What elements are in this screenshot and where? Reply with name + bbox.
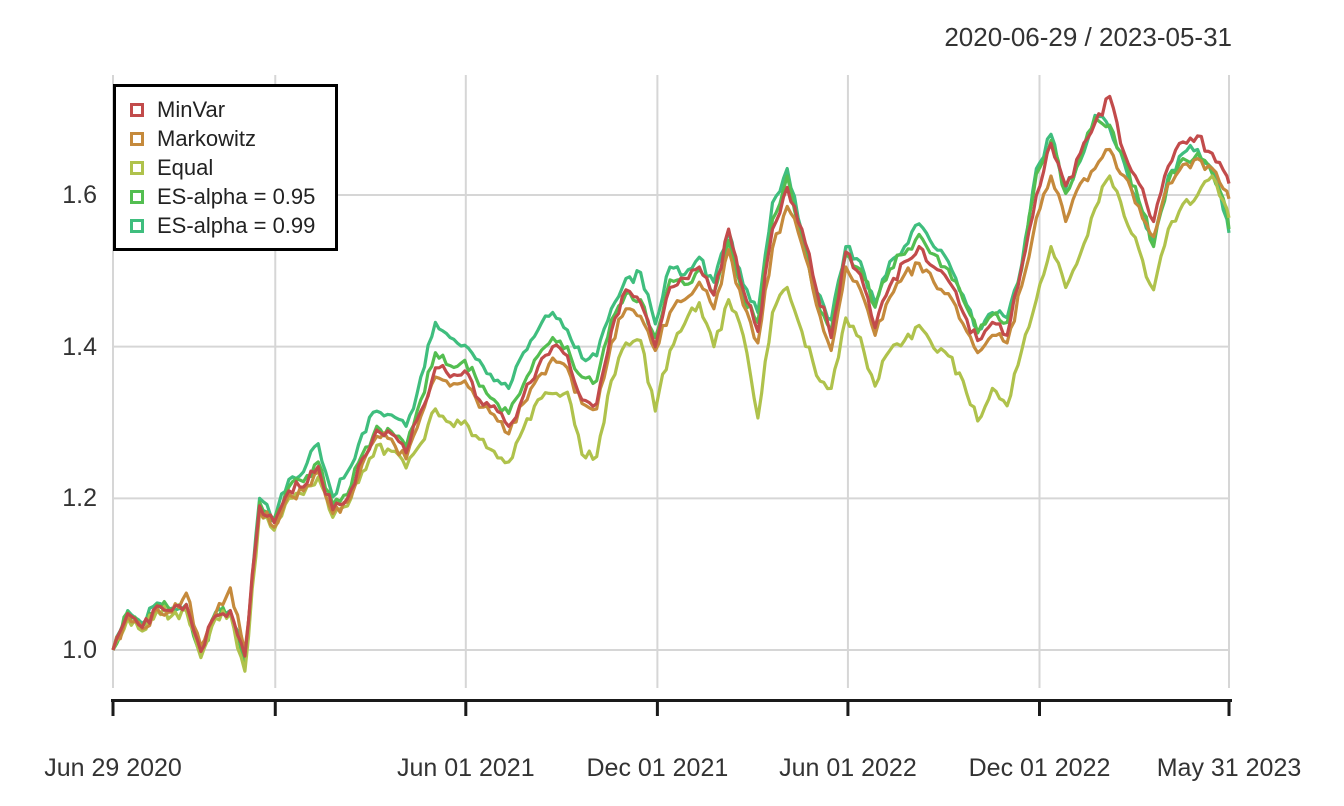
legend-item-es-alpha-0-99: ES-alpha = 0.99: [130, 211, 315, 240]
series-line-markowitz: [111, 147, 1231, 654]
y-tick-label: 1.6: [62, 181, 97, 209]
x-tick-label: Dec 01 2021: [586, 754, 729, 782]
x-tick-label: Jun 29 2020: [44, 754, 182, 782]
x-tick-label: Jun 01 2022: [779, 754, 917, 782]
legend-item-markowitz: Markowitz: [130, 124, 315, 153]
legend-label: Markowitz: [157, 125, 257, 151]
legend-swatch-icon: [130, 189, 144, 204]
legend: MinVar Markowitz Equal ES-alpha = 0.95 ES-al…: [113, 84, 339, 251]
legend-label: ES-alpha = 0.99: [157, 212, 316, 238]
legend-item-equal: Equal: [130, 153, 315, 182]
legend-label: ES-alpha = 0.95: [157, 183, 316, 209]
y-tick-label: 1.0: [62, 636, 97, 664]
series-line-minvar: [111, 94, 1231, 658]
x-tick-label: Jun 01 2021: [396, 754, 535, 782]
legend-swatch-icon: [130, 218, 144, 233]
legend-item-es-alpha-0-95: ES-alpha = 0.95: [130, 182, 315, 211]
series-line-es-alpha-0-95: [111, 116, 1231, 663]
x-tick-label: Dec 01 2022: [968, 754, 1111, 782]
chart-title: 2020-06-29 / 2023-05-31: [944, 22, 1232, 52]
legend-label: Equal: [157, 154, 214, 180]
legend-swatch-icon: [130, 160, 144, 175]
y-tick-label: 1.4: [62, 332, 97, 361]
x-tick-label: May 31 2023: [1156, 754, 1302, 782]
legend-swatch-icon: [130, 102, 144, 117]
legend-swatch-icon: [130, 131, 144, 146]
legend-item-minvar: MinVar: [130, 95, 315, 124]
y-tick-label: 1.2: [62, 484, 97, 513]
series-line-es-alpha-0-99: [111, 113, 1231, 661]
legend-label: MinVar: [157, 96, 226, 122]
